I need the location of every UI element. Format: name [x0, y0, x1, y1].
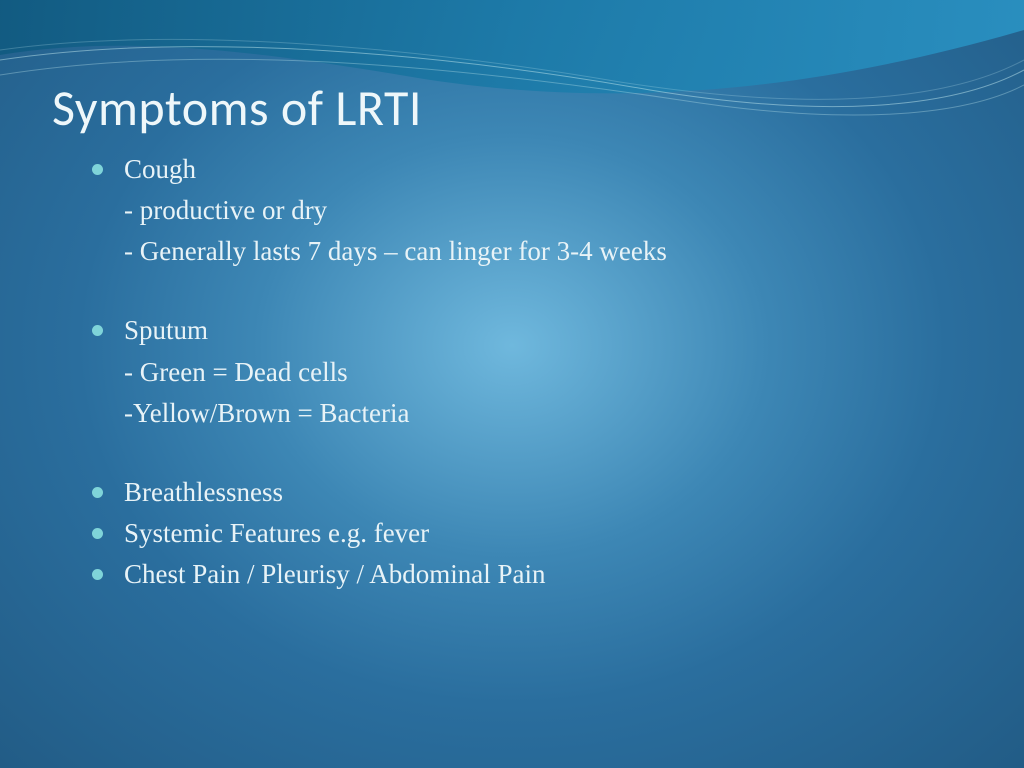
slide-body: Cough - productive or dry - Generally la… [92, 150, 964, 596]
sub-text: - Generally lasts 7 days – can linger fo… [92, 232, 964, 271]
bullet-sputum: Sputum [92, 311, 964, 350]
bullet-systemic: Systemic Features e.g. fever [92, 514, 964, 553]
bullet-chest-pain: Chest Pain / Pleurisy / Abdominal Pain [92, 555, 964, 594]
sub-text: - productive or dry [92, 191, 964, 230]
sub-text: -Yellow/Brown = Bacteria [92, 394, 964, 433]
bullet-breathlessness: Breathlessness [92, 473, 964, 512]
slide-title: Symptoms of LRTI [52, 78, 422, 139]
sub-text: - Green = Dead cells [92, 353, 964, 392]
bullet-cough: Cough [92, 150, 964, 189]
